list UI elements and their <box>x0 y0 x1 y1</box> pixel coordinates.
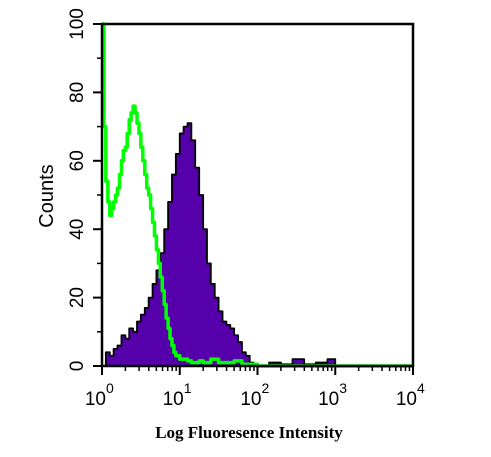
y-tick-label-40: 40 <box>67 219 88 240</box>
x-tick-label-10: 101 <box>163 380 192 410</box>
series-layer <box>101 22 414 368</box>
x-tick-label-10000: 104 <box>396 380 425 410</box>
y-tick-label-80: 80 <box>67 82 88 103</box>
x-tick-base: 10 <box>396 389 417 410</box>
x-tick-label-100: 102 <box>240 380 269 410</box>
x-tick-base: 10 <box>163 389 184 410</box>
y-tick-label-60: 60 <box>67 150 88 171</box>
series-0-area <box>101 122 414 367</box>
series-1-line <box>102 22 413 368</box>
y-tick-label-100: 100 <box>67 8 88 40</box>
x-tick-exponent: 2 <box>262 380 270 396</box>
y-tick-label-0: 0 <box>67 361 88 372</box>
x-tick-label-1000: 103 <box>318 380 347 410</box>
x-tick-base: 10 <box>240 389 261 410</box>
x-axis-label: Log Fluoresence Intensity <box>155 423 343 442</box>
x-tick-exponent: 0 <box>106 380 114 396</box>
x-tick-base: 10 <box>318 389 339 410</box>
x-tick-base: 10 <box>85 389 106 410</box>
y-tick-label-20: 20 <box>67 287 88 308</box>
y-axis-label: Counts <box>36 164 58 227</box>
x-tick-exponent: 1 <box>184 380 192 396</box>
x-tick-exponent: 3 <box>339 380 347 396</box>
x-tick-exponent: 4 <box>417 380 425 396</box>
x-tick-label-1: 100 <box>85 380 114 410</box>
